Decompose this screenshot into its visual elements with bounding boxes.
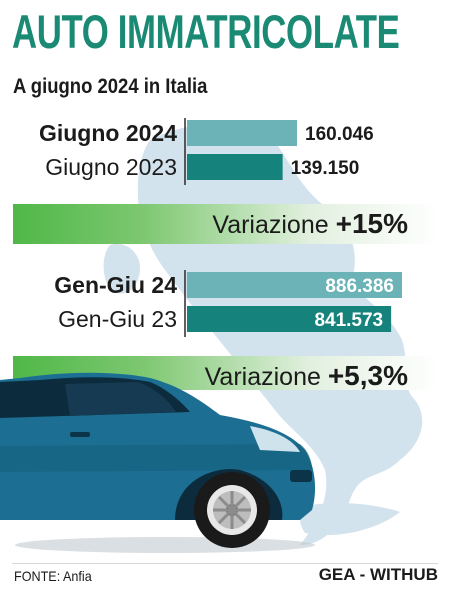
chart-title: AUTO IMMATRICOLATE [12, 5, 400, 58]
variation-label: Variazione [212, 211, 335, 239]
bar-chart: Giugno 2024 160.046 Giugno 2023 139.150 Vari… [13, 118, 438, 390]
category-label: Giugno 2024 [39, 120, 177, 146]
bar [187, 306, 392, 332]
car-icon [0, 372, 316, 553]
value-label: 841.573 [314, 310, 383, 331]
variation-value: +5,3% [328, 360, 408, 390]
source-note: FONTE: Anfia [14, 568, 92, 584]
credit-label: GEA - WITHUB [318, 565, 438, 584]
variation-text: Variazione +5,3% [205, 360, 408, 390]
value-label: 160.046 [305, 124, 374, 145]
category-label: Gen-Giu 23 [58, 306, 177, 332]
variation-band [13, 204, 438, 244]
value-label: 886.386 [325, 276, 394, 297]
category-label: Giugno 2023 [45, 154, 177, 180]
variation-text: Variazione +15% [212, 208, 408, 239]
category-label: Gen-Giu 24 [54, 272, 177, 298]
bar [187, 272, 402, 298]
footer-divider [12, 563, 438, 564]
variation-value: +15% [336, 208, 408, 239]
chart-subtitle: A giugno 2024 in Italia [13, 75, 208, 98]
variation-label: Variazione [205, 363, 328, 390]
value-label: 139.150 [291, 158, 360, 179]
bar [187, 154, 283, 180]
bar [187, 120, 297, 146]
